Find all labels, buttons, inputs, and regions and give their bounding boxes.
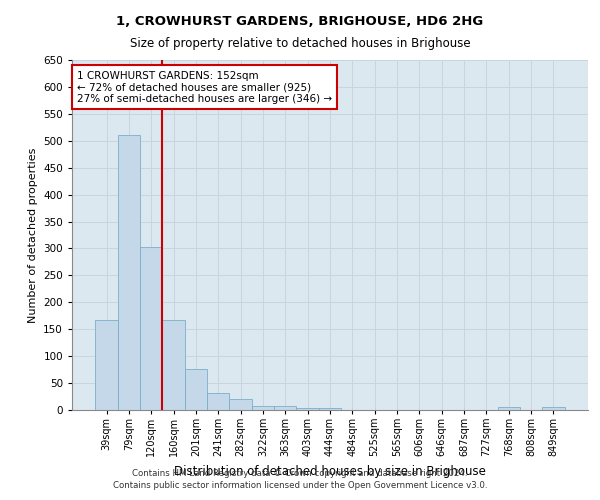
Bar	[140, 247, 163, 410]
Bar	[497, 408, 520, 410]
Bar	[95, 320, 118, 410]
Y-axis label: Number of detached properties: Number of detached properties	[28, 148, 38, 322]
Bar	[207, 393, 229, 410]
Bar	[185, 368, 207, 410]
Bar	[319, 408, 341, 410]
Bar	[229, 399, 252, 410]
Bar	[252, 406, 274, 410]
Bar	[118, 135, 140, 410]
Text: 1 CROWHURST GARDENS: 152sqm
← 72% of detached houses are smaller (925)
27% of se: 1 CROWHURST GARDENS: 152sqm ← 72% of det…	[77, 70, 332, 104]
Text: 1, CROWHURST GARDENS, BRIGHOUSE, HD6 2HG: 1, CROWHURST GARDENS, BRIGHOUSE, HD6 2HG	[116, 15, 484, 28]
X-axis label: Distribution of detached houses by size in Brighouse: Distribution of detached houses by size …	[174, 465, 486, 478]
Bar	[274, 406, 296, 410]
Bar	[296, 408, 319, 410]
Bar	[163, 320, 185, 410]
Text: Size of property relative to detached houses in Brighouse: Size of property relative to detached ho…	[130, 38, 470, 51]
Text: Contains HM Land Registry data © Crown copyright and database right 2024.
Contai: Contains HM Land Registry data © Crown c…	[113, 468, 487, 490]
Bar	[542, 408, 565, 410]
